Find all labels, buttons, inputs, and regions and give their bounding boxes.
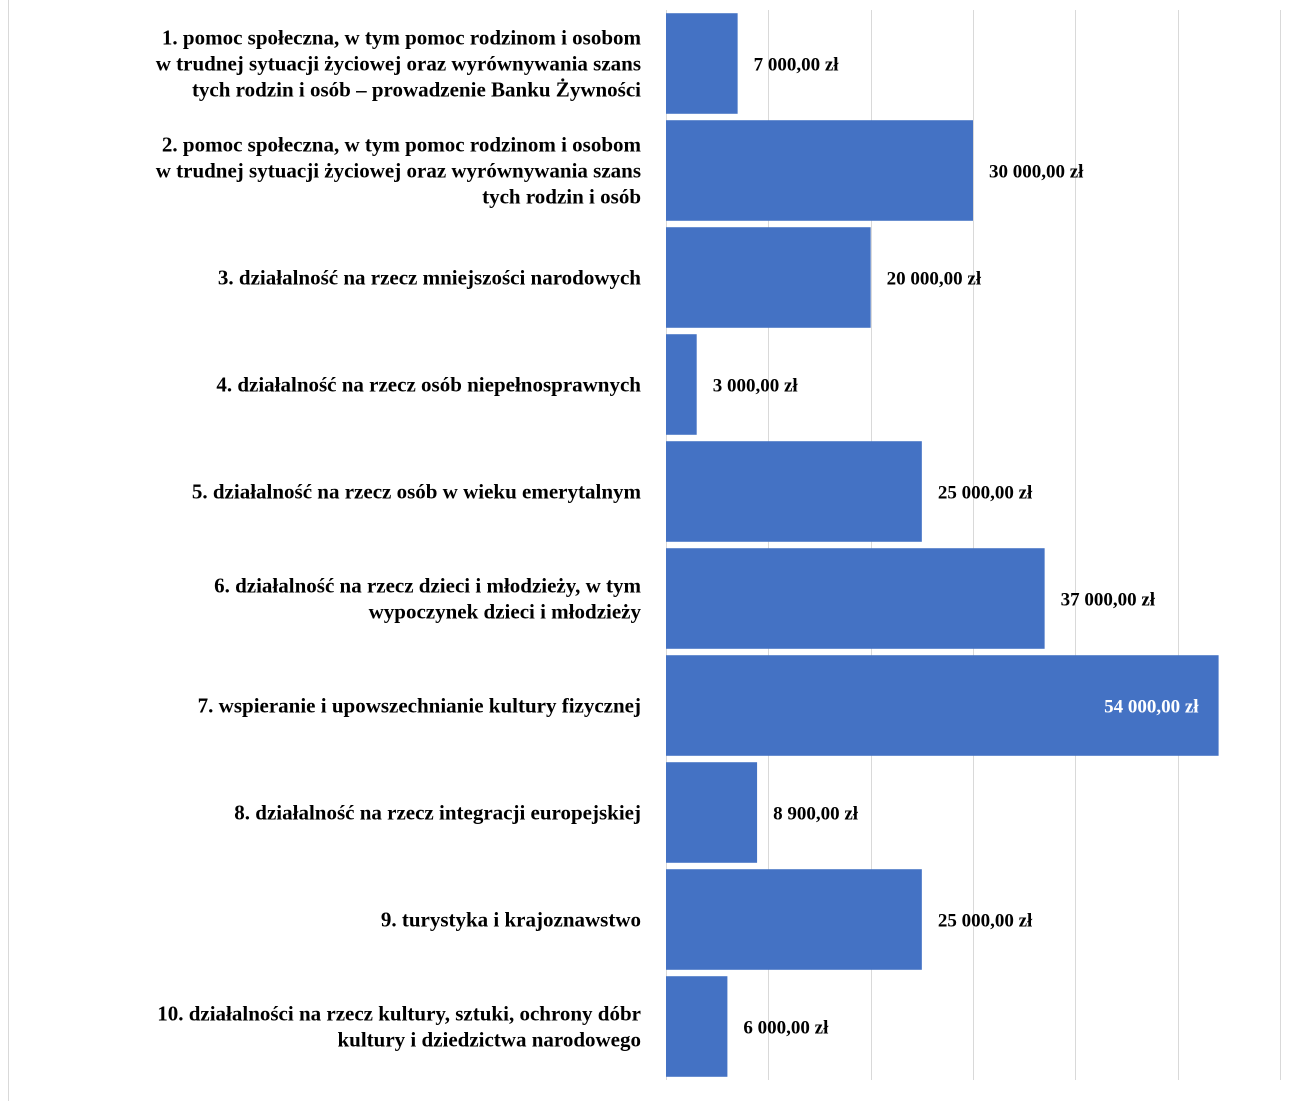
bar xyxy=(666,762,758,863)
category-label: 6. działalność na rzecz dzieci i młodzie… xyxy=(214,574,641,624)
category-labels: 1. pomoc społeczna, w tym pomoc rodzinom… xyxy=(156,26,642,1052)
chart-frame xyxy=(8,0,1288,1101)
category-label: 8. działalność na rzecz integracji europ… xyxy=(234,801,641,825)
data-label: 54 000,00 zł xyxy=(1104,697,1199,718)
bar xyxy=(666,869,922,970)
category-label: 7. wspieranie i upowszechnianie kultury … xyxy=(198,694,641,718)
data-label: 25 000,00 zł xyxy=(938,483,1033,504)
data-label: 20 000,00 zł xyxy=(887,269,982,290)
bar xyxy=(666,976,728,1077)
data-label: 25 000,00 zł xyxy=(938,911,1033,932)
data-label: 8 900,00 zł xyxy=(773,804,859,825)
data-label: 6 000,00 zł xyxy=(743,1018,829,1039)
category-label: 2. pomoc społeczna, w tym pomoc rodzinom… xyxy=(156,133,642,209)
category-label: 1. pomoc społeczna, w tym pomoc rodzinom… xyxy=(156,26,642,102)
category-label: 10. działalności na rzecz kultury, sztuk… xyxy=(157,1002,641,1052)
bar xyxy=(666,334,697,435)
bar xyxy=(666,120,973,221)
data-label: 37 000,00 zł xyxy=(1061,590,1156,611)
bar xyxy=(666,13,738,114)
data-label: 7 000,00 zł xyxy=(754,55,840,76)
category-label: 9. turystyka i krajoznawstwo xyxy=(381,908,641,932)
category-label: 4. działalność na rzecz osób niepełnospr… xyxy=(216,373,641,397)
category-label: 3. działalność na rzecz mniejszości naro… xyxy=(218,266,641,290)
bars xyxy=(666,13,1219,1077)
category-label: 5. działalność na rzecz osób w wieku eme… xyxy=(192,480,642,504)
value-labels: 7 000,00 zł 30 000,00 zł 20 000,00 zł 3 000… xyxy=(713,55,1200,1039)
bar xyxy=(666,227,871,328)
bar xyxy=(666,441,922,542)
data-label: 30 000,00 zł xyxy=(989,162,1084,183)
bar xyxy=(666,655,1219,756)
data-label: 3 000,00 zł xyxy=(713,376,799,397)
bar xyxy=(666,548,1045,649)
